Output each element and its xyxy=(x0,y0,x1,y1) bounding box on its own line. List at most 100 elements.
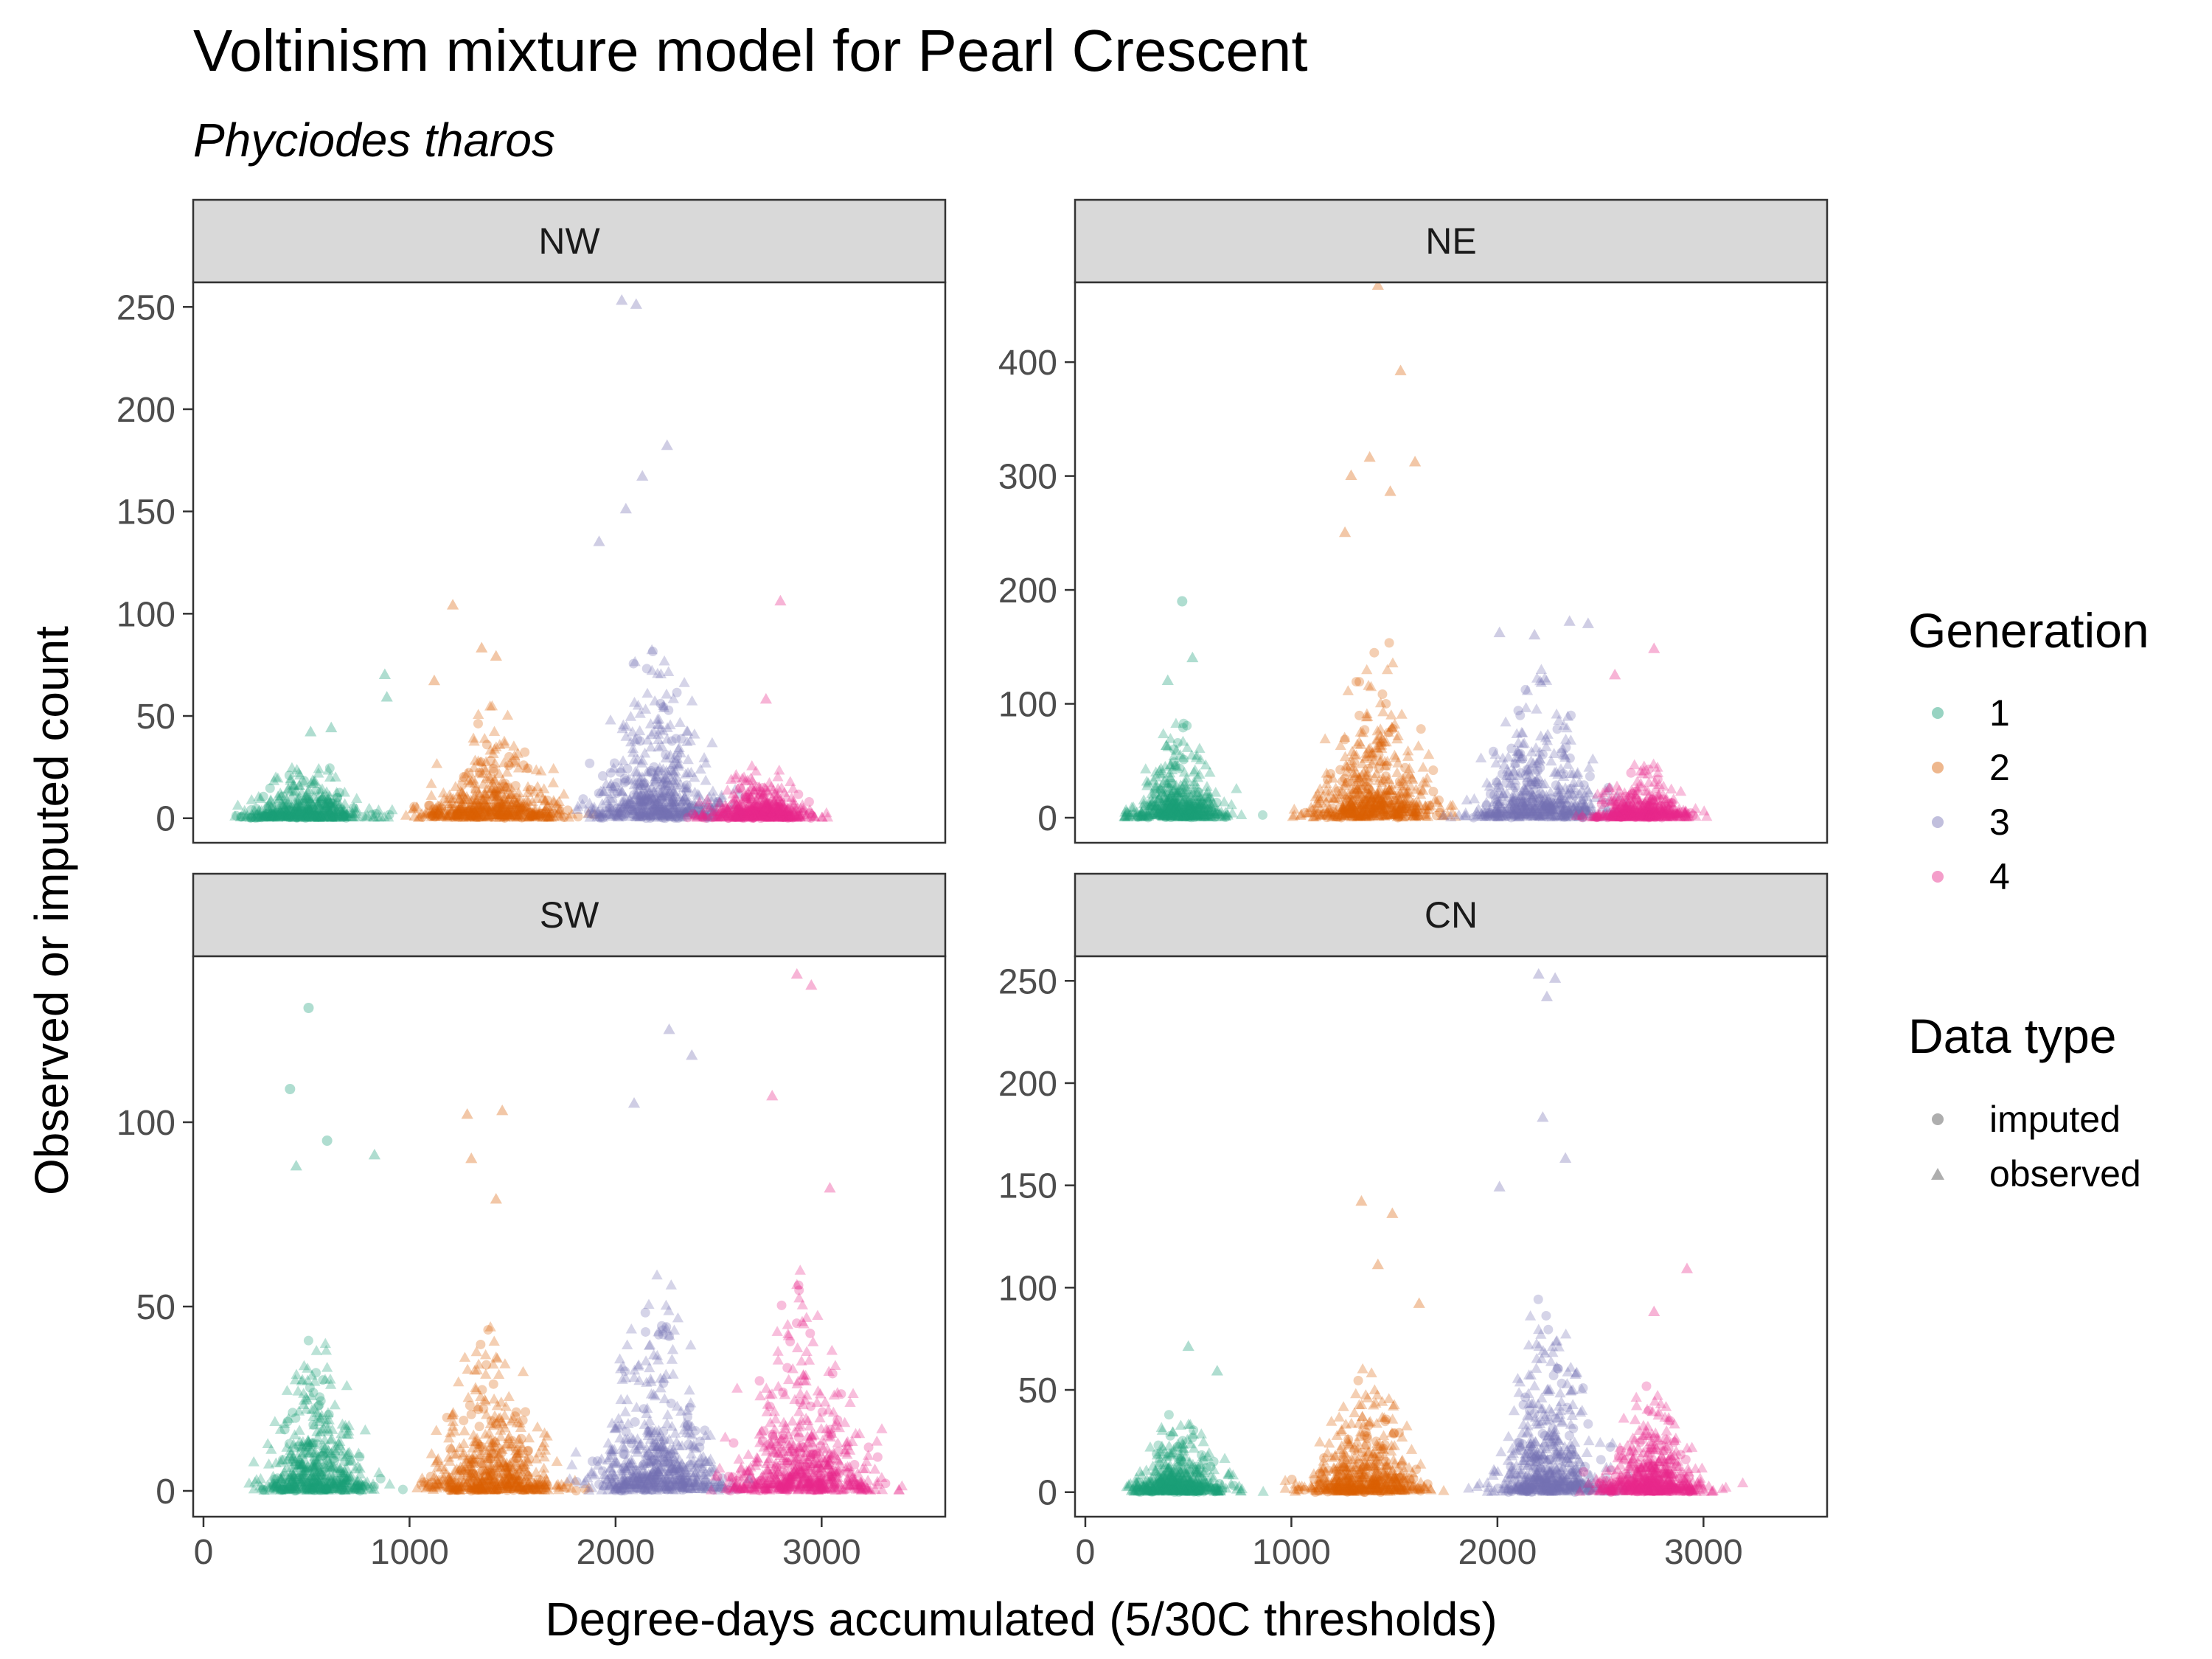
point-observed xyxy=(512,810,524,821)
point-observed xyxy=(1633,808,1645,819)
point-imputed xyxy=(675,805,686,815)
point-observed xyxy=(296,1474,309,1485)
point-observed xyxy=(795,810,807,821)
point-observed xyxy=(338,805,350,816)
point-observed xyxy=(266,811,278,821)
point-observed xyxy=(1540,799,1551,810)
point-imputed xyxy=(669,813,680,823)
point-imputed xyxy=(1332,812,1343,822)
point-observed xyxy=(1520,805,1531,816)
point-observed xyxy=(790,812,802,822)
point-observed xyxy=(741,808,754,819)
point-observed xyxy=(1168,804,1180,815)
point-imputed xyxy=(276,1485,287,1495)
point-observed xyxy=(303,1441,315,1451)
point-observed xyxy=(1505,807,1517,818)
point-observed xyxy=(324,1471,335,1482)
point-observed xyxy=(300,804,313,814)
point-observed xyxy=(465,794,477,805)
point-observed xyxy=(1385,799,1397,810)
point-observed xyxy=(456,793,468,804)
point-observed xyxy=(1641,804,1653,815)
point-observed xyxy=(1380,784,1391,795)
point-observed xyxy=(1472,809,1484,820)
y-tick-label: 400 xyxy=(998,344,1057,383)
point-observed xyxy=(484,804,495,815)
point-observed xyxy=(1491,807,1503,818)
point-observed xyxy=(1397,773,1409,784)
point-observed xyxy=(334,1484,346,1495)
point-observed xyxy=(1619,810,1631,821)
point-observed xyxy=(1583,762,1595,772)
point-imputed xyxy=(1635,809,1646,819)
point-observed xyxy=(290,1464,302,1475)
point-observed xyxy=(1152,802,1164,813)
point-imputed xyxy=(637,811,647,821)
point-imputed xyxy=(237,812,247,822)
point-observed xyxy=(352,1479,364,1490)
point-imputed xyxy=(1349,758,1360,768)
point-observed xyxy=(257,810,269,821)
point-observed xyxy=(1135,810,1147,820)
point-imputed xyxy=(628,658,639,669)
point-imputed xyxy=(1369,647,1380,658)
point-observed xyxy=(1512,745,1523,756)
point-observed xyxy=(502,807,515,818)
point-observed xyxy=(749,810,761,821)
point-imputed xyxy=(629,790,639,800)
point-observed xyxy=(1640,785,1652,796)
point-observed xyxy=(1638,765,1649,776)
point-observed xyxy=(1151,809,1163,819)
point-observed xyxy=(285,800,298,810)
point-observed xyxy=(658,702,670,712)
point-observed xyxy=(503,809,515,820)
point-observed xyxy=(762,810,773,821)
point-observed xyxy=(602,807,615,818)
point-imputed xyxy=(594,813,605,823)
point-observed xyxy=(501,805,514,815)
point-observed xyxy=(1603,793,1615,804)
point-observed xyxy=(1183,807,1194,818)
point-observed xyxy=(1352,789,1363,799)
point-observed xyxy=(607,782,619,793)
point-observed xyxy=(1177,782,1189,792)
point-imputed xyxy=(517,813,527,823)
point-observed xyxy=(285,773,296,783)
point-observed xyxy=(1614,811,1626,821)
point-observed xyxy=(632,699,644,710)
point-imputed xyxy=(470,810,480,820)
point-observed xyxy=(1608,811,1620,821)
point-observed xyxy=(294,1436,306,1446)
point-observed xyxy=(627,746,639,757)
point-imputed xyxy=(1481,811,1491,821)
point-observed xyxy=(325,721,338,733)
point-observed xyxy=(1605,811,1617,821)
point-observed xyxy=(1397,805,1408,816)
point-imputed xyxy=(663,810,673,820)
point-observed xyxy=(503,805,515,815)
point-observed xyxy=(1573,805,1585,816)
point-imputed xyxy=(778,812,788,822)
point-imputed xyxy=(1515,768,1526,778)
point-imputed xyxy=(776,796,786,807)
point-observed xyxy=(776,811,788,821)
point-observed xyxy=(1184,799,1196,810)
point-observed xyxy=(650,771,663,782)
point-observed xyxy=(1537,787,1549,799)
point-observed xyxy=(279,803,291,814)
point-imputed xyxy=(1342,777,1352,787)
point-observed xyxy=(771,810,783,821)
point-observed xyxy=(1382,726,1394,737)
point-observed xyxy=(313,796,324,807)
point-observed xyxy=(1667,810,1679,821)
point-observed xyxy=(1175,779,1186,790)
point-observed xyxy=(302,807,313,818)
point-imputed xyxy=(781,810,791,821)
point-imputed xyxy=(1375,810,1385,820)
point-observed xyxy=(1579,798,1590,809)
point-observed xyxy=(1157,807,1169,818)
point-imputed xyxy=(257,811,268,821)
point-observed xyxy=(1604,810,1616,821)
point-observed xyxy=(315,809,327,820)
point-imputed xyxy=(236,812,246,822)
